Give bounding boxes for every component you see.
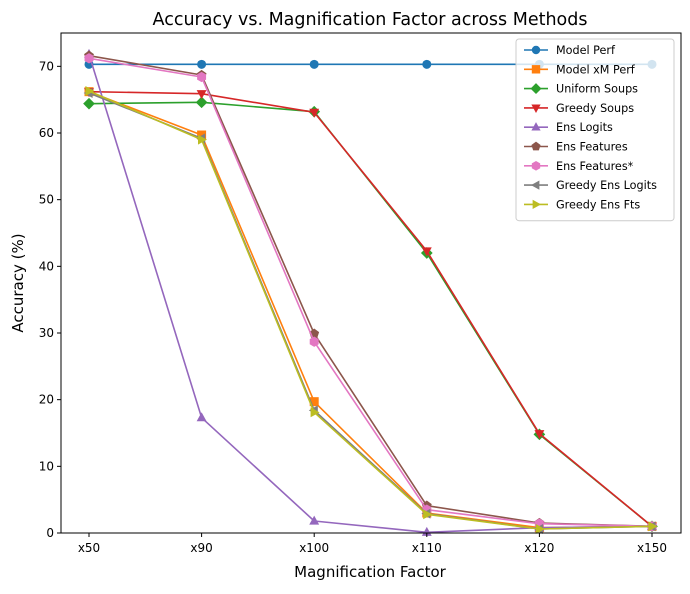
plot-frame <box>60 32 682 534</box>
series-line-ens-features <box>88 57 653 528</box>
y-tick-label: 70 <box>39 59 54 73</box>
x-tick-label: x150 <box>637 541 667 555</box>
legend-marker <box>531 65 541 74</box>
legend-marker <box>530 180 540 190</box>
legend-label: Uniform Soups <box>556 83 638 96</box>
y-tick-label: 60 <box>39 126 54 140</box>
legend-label: Model Perf <box>556 44 616 57</box>
legend-item-ens-logits: Ens Logits <box>524 121 613 134</box>
legend-marker <box>532 199 542 210</box>
series-line-ens-logits <box>88 54 653 534</box>
data-point-model-perf <box>197 59 207 69</box>
legend-marker <box>530 83 542 95</box>
y-tick-label: 40 <box>39 259 54 273</box>
data-point-ens-logits <box>196 412 207 422</box>
y-tick-label: 20 <box>39 393 54 407</box>
data-point-greedy-ens-fts <box>423 509 433 520</box>
legend-label: Greedy Ens Fts <box>556 198 640 211</box>
data-point-greedy-ens-fts <box>198 134 207 145</box>
legend-label: Model xM Perf <box>556 63 636 76</box>
data-point-greedy-ens-fts <box>85 86 95 96</box>
data-point-greedy-ens-fts <box>310 407 320 418</box>
x-tick-label: x100 <box>299 541 329 555</box>
legend-label: Ens Features* <box>556 160 634 173</box>
legend-marker <box>531 104 541 113</box>
legend-marker <box>531 45 541 55</box>
legend-item-ens-features: Ens Features <box>524 141 628 154</box>
x-tick-label: x50 <box>78 541 100 555</box>
legend: Model Perf Model xM Perf Uniform Soups Gree… <box>515 38 675 222</box>
legend-marker <box>531 160 541 171</box>
series-line-greedy-ens-fts <box>88 90 653 530</box>
legend-marker <box>531 141 541 151</box>
data-point-ens-features <box>309 336 319 347</box>
legend-item-greedy-ens-fts: Greedy Ens Fts <box>524 198 640 211</box>
x-tick-label: x120 <box>524 541 554 555</box>
data-point-ens-logits <box>309 515 320 525</box>
legend-label: Ens Features <box>556 141 628 154</box>
data-point-ens-features <box>197 71 207 83</box>
legend-item-model-xm-perf: Model xM Perf <box>524 63 636 76</box>
data-point-ens-features <box>84 53 94 64</box>
data-point-greedy-ens-fts <box>648 521 658 532</box>
y-axis-label: Accuracy (%) <box>9 233 27 332</box>
legend-item-model-perf: Model Perf <box>524 44 616 57</box>
data-point-model-perf <box>422 59 432 69</box>
data-point-greedy-soups <box>309 108 320 118</box>
y-tick-label: 10 <box>39 459 54 473</box>
series-greedy-ens-fts <box>85 86 658 534</box>
y-tick-label: 0 <box>46 526 54 540</box>
legend-item-ens-features: Ens Features* <box>524 160 634 173</box>
legend-label: Greedy Soups <box>556 102 634 115</box>
legend-item-uniform-soups: Uniform Soups <box>524 83 638 96</box>
data-point-ens-logits <box>421 526 432 536</box>
x-tick-label: x110 <box>412 541 442 555</box>
legend-box <box>515 38 675 222</box>
legend-label: Ens Logits <box>556 121 613 134</box>
y-tick-label: 30 <box>39 326 54 340</box>
legend-marker <box>531 122 541 131</box>
data-point-uniform-soups <box>195 96 208 109</box>
data-point-model-perf <box>309 59 319 69</box>
data-point-uniform-soups <box>83 97 95 110</box>
data-point-greedy-ens-fts <box>535 524 545 534</box>
data-point-greedy-soups <box>421 247 432 257</box>
legend-item-greedy-ens-logits: Greedy Ens Logits <box>524 179 657 192</box>
data-point-greedy-soups <box>196 90 207 100</box>
data-point-greedy-soups <box>534 430 545 440</box>
series-line-greedy-soups <box>88 90 653 527</box>
legend-label: Greedy Ens Logits <box>556 179 657 192</box>
y-tick-label: 50 <box>39 193 54 207</box>
x-axis-label: Magnification Factor <box>294 563 446 581</box>
legend-item-greedy-soups: Greedy Soups <box>524 102 634 115</box>
plot-area: 0 10 20 30 40 50 60 70 x50 x90 x100 x110 x120 x150 <box>39 32 682 555</box>
x-tick-label: x90 <box>190 541 212 555</box>
chart-title: Accuracy vs. Magnification Factor across… <box>153 10 588 30</box>
